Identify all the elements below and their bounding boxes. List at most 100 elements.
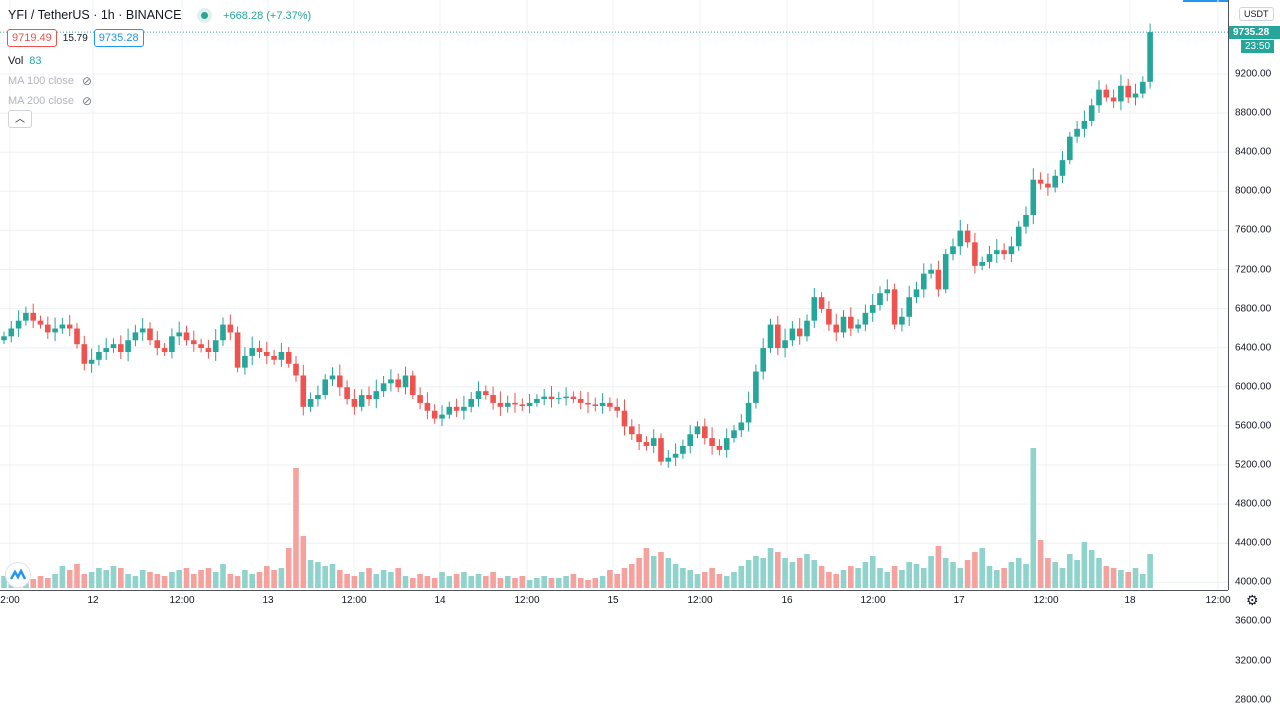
candle-body (1052, 175, 1058, 188)
candle-body (753, 371, 759, 403)
volume-bar (650, 556, 657, 588)
volume-bar (913, 564, 920, 588)
volume-bar (1008, 562, 1015, 588)
volume-bar (1052, 562, 1058, 588)
volume-bar (1037, 540, 1044, 588)
candle-body (972, 242, 978, 266)
volume-bar (1030, 448, 1037, 588)
price-tick-label: 5200.00 (1235, 459, 1272, 471)
ma200-label: MA 200 close (8, 95, 75, 107)
volume-bar (665, 558, 672, 588)
candle-body (614, 406, 620, 411)
ma200-legend[interactable]: MA 200 close ⊘ (8, 94, 92, 108)
tradingview-logo[interactable] (5, 562, 31, 588)
volume-bar (950, 562, 956, 588)
volume-bar (855, 568, 861, 588)
candle-body (74, 328, 80, 345)
volume-bar (716, 574, 723, 588)
candle-body (855, 324, 861, 329)
price-tick-label: 8800.00 (1235, 107, 1272, 119)
candle-body (23, 312, 29, 321)
eye-off-icon[interactable]: ⊘ (82, 74, 93, 88)
candle-body (242, 355, 248, 368)
volume-bar (293, 468, 299, 588)
candle-body (15, 320, 22, 329)
candle-body (212, 340, 219, 352)
volume-bar (1001, 568, 1007, 588)
candle-body (227, 324, 234, 333)
candle-body (453, 406, 460, 411)
time-tick-label: 12:00 (514, 595, 540, 606)
volume-bar (410, 578, 416, 588)
candle-body (818, 297, 825, 309)
currency-label[interactable]: USDT (1239, 7, 1274, 21)
candle-body (789, 328, 796, 341)
candle-body (358, 395, 365, 407)
price-tick-label: 6400.00 (1235, 342, 1272, 354)
volume-bar (169, 572, 175, 588)
candle-body (1045, 183, 1051, 188)
volume-bar (672, 564, 679, 588)
candle-body (161, 348, 168, 352)
candle-body (964, 230, 971, 243)
volume-bar (629, 564, 635, 588)
volume-bar (1067, 554, 1073, 588)
volume-bar (132, 576, 139, 588)
candle-body (37, 320, 44, 325)
candle-body (256, 348, 263, 352)
volume-bar (928, 556, 934, 588)
time-axis[interactable]: 2:00 12 12:00 13 12:00 14 12:00 15 12:00 16 12:00 1… (0, 590, 1231, 609)
volume-bar (461, 572, 467, 588)
candle-body (139, 328, 146, 333)
buy-price-button[interactable]: 9735.28 (93, 29, 144, 47)
volume-bar (329, 564, 336, 588)
volume-bar (840, 570, 847, 588)
time-tick-label: 12 (87, 595, 99, 606)
candle-body (475, 391, 482, 399)
ma100-legend[interactable]: MA 100 close ⊘ (8, 74, 92, 88)
candle-body (643, 442, 650, 446)
candle-body (687, 434, 693, 446)
candle-body (1081, 120, 1088, 129)
volume-bar (110, 566, 117, 588)
candle-body (767, 324, 774, 349)
volume-bar (994, 570, 1000, 588)
volume-bar (658, 552, 664, 588)
time-tick-label: 13 (262, 595, 274, 606)
volume-bar (1023, 564, 1029, 588)
volume-bar (643, 548, 650, 588)
candle-body (672, 453, 679, 458)
candle-body (322, 379, 328, 396)
candle-body (293, 363, 299, 376)
candlestick-chart[interactable] (0, 0, 1228, 590)
volume-bar (548, 578, 555, 588)
candle-body (402, 375, 409, 388)
candle-body (483, 391, 489, 396)
volume-bar (380, 570, 387, 588)
volume-bar (862, 562, 869, 588)
candle-body (198, 344, 204, 349)
price-axis[interactable]: 9200.00 8800.00 8400.00 8000.00 7600.00 7200.… (1228, 0, 1280, 705)
collapse-legend-button[interactable]: ︿ (8, 110, 32, 128)
sell-price-button[interactable]: 9719.49 (7, 29, 57, 47)
candle-body (66, 324, 73, 329)
volume-bar (475, 574, 482, 588)
candle-body (534, 398, 540, 403)
candle-body (796, 328, 803, 337)
volume-legend[interactable]: Vol 83 (8, 55, 42, 67)
candle-body (877, 293, 883, 306)
price-tick-label: 4400.00 (1235, 537, 1272, 549)
volume-bar (599, 576, 606, 588)
settings-gear-icon[interactable]: ⚙ (1246, 592, 1259, 608)
volume-bar (570, 574, 577, 588)
candle-body (526, 402, 533, 407)
volume-bar (884, 572, 891, 588)
candle-body (891, 289, 898, 325)
candle-body (271, 355, 277, 360)
eye-off-icon[interactable]: ⊘ (82, 94, 93, 108)
top-accent-bar (1183, 0, 1228, 2)
candle-body (1132, 93, 1139, 98)
symbol-title[interactable]: YFI / TetherUS · 1h · BINANCE (8, 8, 182, 22)
candle-body (986, 254, 993, 262)
candle-body (176, 332, 182, 337)
